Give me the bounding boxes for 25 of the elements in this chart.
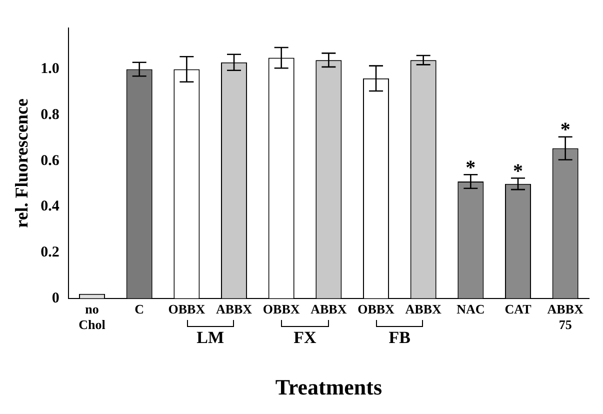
y-tick-label: 0.8 xyxy=(40,106,60,123)
y-axis-title: rel. Fluorescence xyxy=(11,98,32,228)
text: LM xyxy=(196,328,226,348)
annotation: * xyxy=(513,160,523,182)
x-tick-label: OBBX xyxy=(168,302,206,317)
y-tick-label: 1.0 xyxy=(40,61,60,78)
text: FB xyxy=(388,328,412,348)
annotation: * xyxy=(560,119,570,142)
y-tick-label: 0.4 xyxy=(40,198,60,215)
x-tick-label: OBBX xyxy=(262,302,300,317)
text: FX xyxy=(292,328,318,348)
y-tick-label: 0.2 xyxy=(40,244,60,260)
x-tick-label: NAC xyxy=(456,302,485,317)
x-tick-label: OBBX xyxy=(358,302,396,317)
x-tick-label: ABBX xyxy=(216,302,253,317)
y-tick-label: 0.6 xyxy=(40,152,60,169)
x-axis-title: Treatments xyxy=(275,374,382,400)
annotation: * xyxy=(466,156,476,179)
x-tick-label: ABBX xyxy=(310,302,348,317)
x-tick-label: CAT xyxy=(504,302,532,317)
x-tick-label: ABBX 75 xyxy=(547,302,584,332)
x-tick-label: no Chol xyxy=(78,302,106,332)
x-tick-label: ABBX xyxy=(405,302,442,317)
x-tick-label: C xyxy=(134,302,144,317)
y-tick-label: 0 xyxy=(52,290,60,306)
